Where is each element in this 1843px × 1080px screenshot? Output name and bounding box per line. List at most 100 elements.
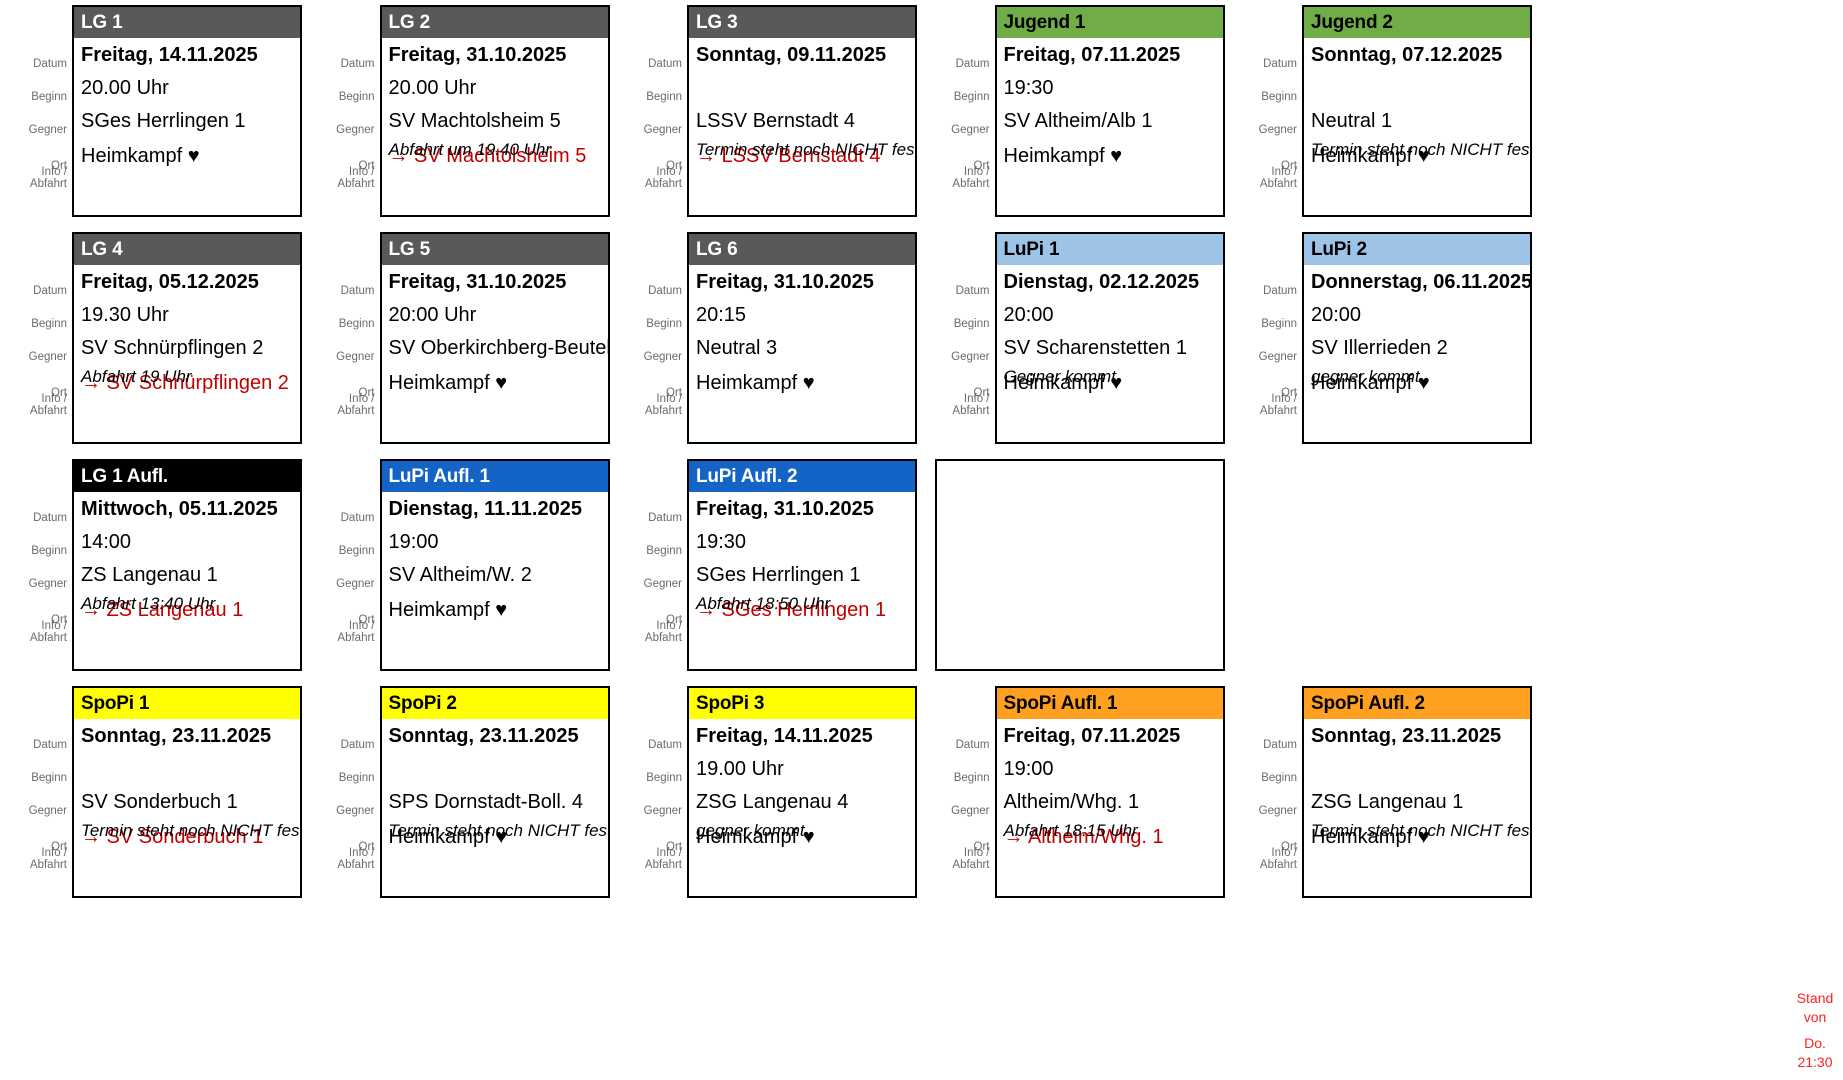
label-info-line2: Abfahrt [29, 404, 67, 417]
match-card-title: LG 5 [379, 232, 610, 265]
match-card[interactable]: LG 4 Datum Freitag, 05.12.2025 Beginn 19.30 … [12, 232, 302, 444]
value-opponent: SV Sonderbuch 1 [72, 786, 302, 819]
label-info-line2: Abfahrt [29, 631, 67, 644]
value-date: Sonntag, 23.11.2025 [1302, 719, 1532, 753]
label-info-line2: Abfahrt [644, 858, 682, 871]
label-location: Ort [51, 160, 67, 172]
match-card[interactable]: LG 1 Datum Freitag, 14.11.2025 Beginn 20.00 … [12, 5, 302, 217]
value-start-time [1302, 72, 1532, 105]
match-card-title: Jugend 2 [1302, 5, 1532, 38]
match-card[interactable]: SpoPi Aufl. 2 Datum Sonntag, 23.11.2025 Beg… [1242, 686, 1532, 898]
match-card-title: LG 1 [72, 5, 302, 38]
label-info-wrap: Info / Abfahrt [952, 393, 989, 417]
value-opponent: Neutral 1 [1302, 105, 1532, 138]
value-info-departure [379, 592, 610, 671]
label-info-wrap: Info / Abfahrt [1260, 166, 1297, 190]
label-location: Ort [666, 614, 682, 626]
value-start-time: 20.00 Uhr [379, 72, 610, 105]
label-location: Ort [666, 160, 682, 172]
label-info-departure: Info / Abfahrt [1242, 365, 1302, 444]
match-card[interactable]: SpoPi Aufl. 1 Datum Freitag, 07.11.2025 Beg… [935, 686, 1225, 898]
value-start-time [1302, 753, 1532, 786]
match-card-title: SpoPi 2 [379, 686, 610, 719]
label-start-time: Beginn [953, 91, 990, 103]
match-card[interactable]: SpoPi 2 Datum Sonntag, 23.11.2025 Beginn Geg… [320, 686, 610, 898]
match-card[interactable]: Jugend 1 Datum Freitag, 07.11.2025 Beginn 19… [935, 5, 1225, 217]
value-date: Sonntag, 09.11.2025 [687, 38, 917, 72]
value-info-departure: Abfahrt 19 Uhr [72, 365, 302, 444]
match-card[interactable]: LG 3 Datum Sonntag, 09.11.2025 Beginn Gegner… [627, 5, 917, 217]
value-info-departure [72, 138, 302, 217]
match-card[interactable]: LuPi 2 Datum Donnerstag, 06.11.2025 Beginn 2… [1242, 232, 1532, 444]
value-start-time: 20:00 [994, 299, 1225, 332]
label-date: Datum [955, 58, 990, 70]
label-opponent: Gegner [643, 351, 682, 363]
label-info-line1: Info / [41, 165, 67, 178]
label-info-line2: Abfahrt [644, 177, 682, 190]
value-info-departure: Termin steht noch NICHT fest [1302, 819, 1532, 898]
match-card-title: Jugend 1 [994, 5, 1225, 38]
match-card-title: LuPi 1 [994, 232, 1225, 265]
schedule-cell: Jugend 1 Datum Freitag, 07.11.2025 Beginn 19… [923, 0, 1231, 227]
match-card[interactable]: Jugend 2 Datum Sonntag, 07.12.2025 Beginn Ge… [1242, 5, 1532, 217]
match-card[interactable]: LG 5 Datum Freitag, 31.10.2025 Beginn 20:00 … [320, 232, 610, 444]
value-opponent: SV Altheim/Alb 1 [994, 105, 1225, 138]
value-opponent: SV Illerrieden 2 [1302, 332, 1532, 365]
value-start-time: 19.30 Uhr [72, 299, 302, 332]
label-opponent: Gegner [28, 351, 67, 363]
match-card[interactable]: LuPi 1 Datum Dienstag, 02.12.2025 Beginn 20:… [935, 232, 1225, 444]
label-location: Ort [51, 614, 67, 626]
label-info-line1: Info / [656, 619, 682, 632]
label-info-wrap: Info / Abfahrt [337, 620, 374, 644]
value-date: Freitag, 07.11.2025 [994, 719, 1225, 753]
label-info-line2: Abfahrt [337, 631, 375, 644]
stand-line-2: von [1803, 1009, 1827, 1025]
stand-timestamp: Stand von Do. 21:30 [1789, 989, 1841, 1072]
label-info-line1: Info / [1271, 165, 1297, 178]
label-info-wrap: Info / Abfahrt [337, 847, 374, 871]
label-info-line1: Info / [963, 392, 990, 405]
match-card-title: LG 2 [379, 5, 610, 38]
label-opponent: Gegner [28, 578, 67, 590]
match-card[interactable]: SpoPi 1 Datum Sonntag, 23.11.2025 Beginn Geg… [12, 686, 302, 898]
label-info-line1: Info / [1271, 392, 1297, 405]
label-info-wrap: Info / Abfahrt [952, 847, 989, 871]
value-opponent: SPS Dornstadt-Boll. 4 [379, 786, 610, 819]
schedule-cell: LG 6 Datum Freitag, 31.10.2025 Beginn 20:15 G… [615, 227, 923, 454]
match-card[interactable]: LuPi Aufl. 1 Datum Dienstag, 11.11.2025 Beg… [320, 459, 610, 671]
label-opponent: Gegner [336, 351, 375, 363]
match-card[interactable]: LG 6 Datum Freitag, 31.10.2025 Beginn 20:15 G… [627, 232, 917, 444]
schedule-cell: LuPi 1 Datum Dienstag, 02.12.2025 Beginn 20:… [923, 227, 1231, 454]
label-info-wrap: Info / Abfahrt [645, 620, 682, 644]
value-start-time: 20.00 Uhr [72, 72, 302, 105]
label-info-wrap: Info / Abfahrt [1260, 847, 1297, 871]
value-date: Freitag, 14.11.2025 [72, 38, 302, 72]
match-card[interactable]: LG 1 Aufl. Datum Mittwoch, 05.11.2025 Begin… [12, 459, 302, 671]
label-opponent: Gegner [28, 805, 67, 817]
label-date: Datum [33, 285, 67, 297]
value-opponent: Altheim/Whg. 1 [994, 786, 1225, 819]
stand-spacer [1789, 1027, 1841, 1034]
match-card[interactable]: SpoPi 3 Datum Freitag, 14.11.2025 Beginn 19.… [627, 686, 917, 898]
match-card[interactable]: LG 2 Datum Freitag, 31.10.2025 Beginn 20.00 … [320, 5, 610, 217]
label-info-wrap: Info / Abfahrt [645, 393, 682, 417]
label-info-line2: Abfahrt [1259, 404, 1297, 417]
label-info-wrap: Info / Abfahrt [30, 847, 67, 871]
label-info-line1: Info / [41, 392, 67, 405]
label-info-wrap: Info / Abfahrt [30, 393, 67, 417]
match-card-title: SpoPi 1 [72, 686, 302, 719]
label-info-wrap: Info / Abfahrt [645, 166, 682, 190]
value-info-departure: Termin steht noch NICHT fest [72, 819, 302, 898]
label-date: Datum [340, 58, 375, 70]
schedule-grid: LG 1 Datum Freitag, 14.11.2025 Beginn 20.00 … [12, 0, 1532, 898]
match-card-title: LuPi Aufl. 1 [379, 459, 610, 492]
label-date: Datum [340, 739, 375, 751]
value-date: Donnerstag, 06.11.2025 [1302, 265, 1532, 299]
match-card-title: LuPi 2 [1302, 232, 1532, 265]
label-info-line2: Abfahrt [952, 177, 990, 190]
match-card-title: SpoPi Aufl. 1 [994, 686, 1225, 719]
value-date: Freitag, 05.12.2025 [72, 265, 302, 299]
match-card[interactable]: LuPi Aufl. 2 Datum Freitag, 31.10.2025 Begi… [627, 459, 917, 671]
label-location: Ort [358, 387, 375, 399]
